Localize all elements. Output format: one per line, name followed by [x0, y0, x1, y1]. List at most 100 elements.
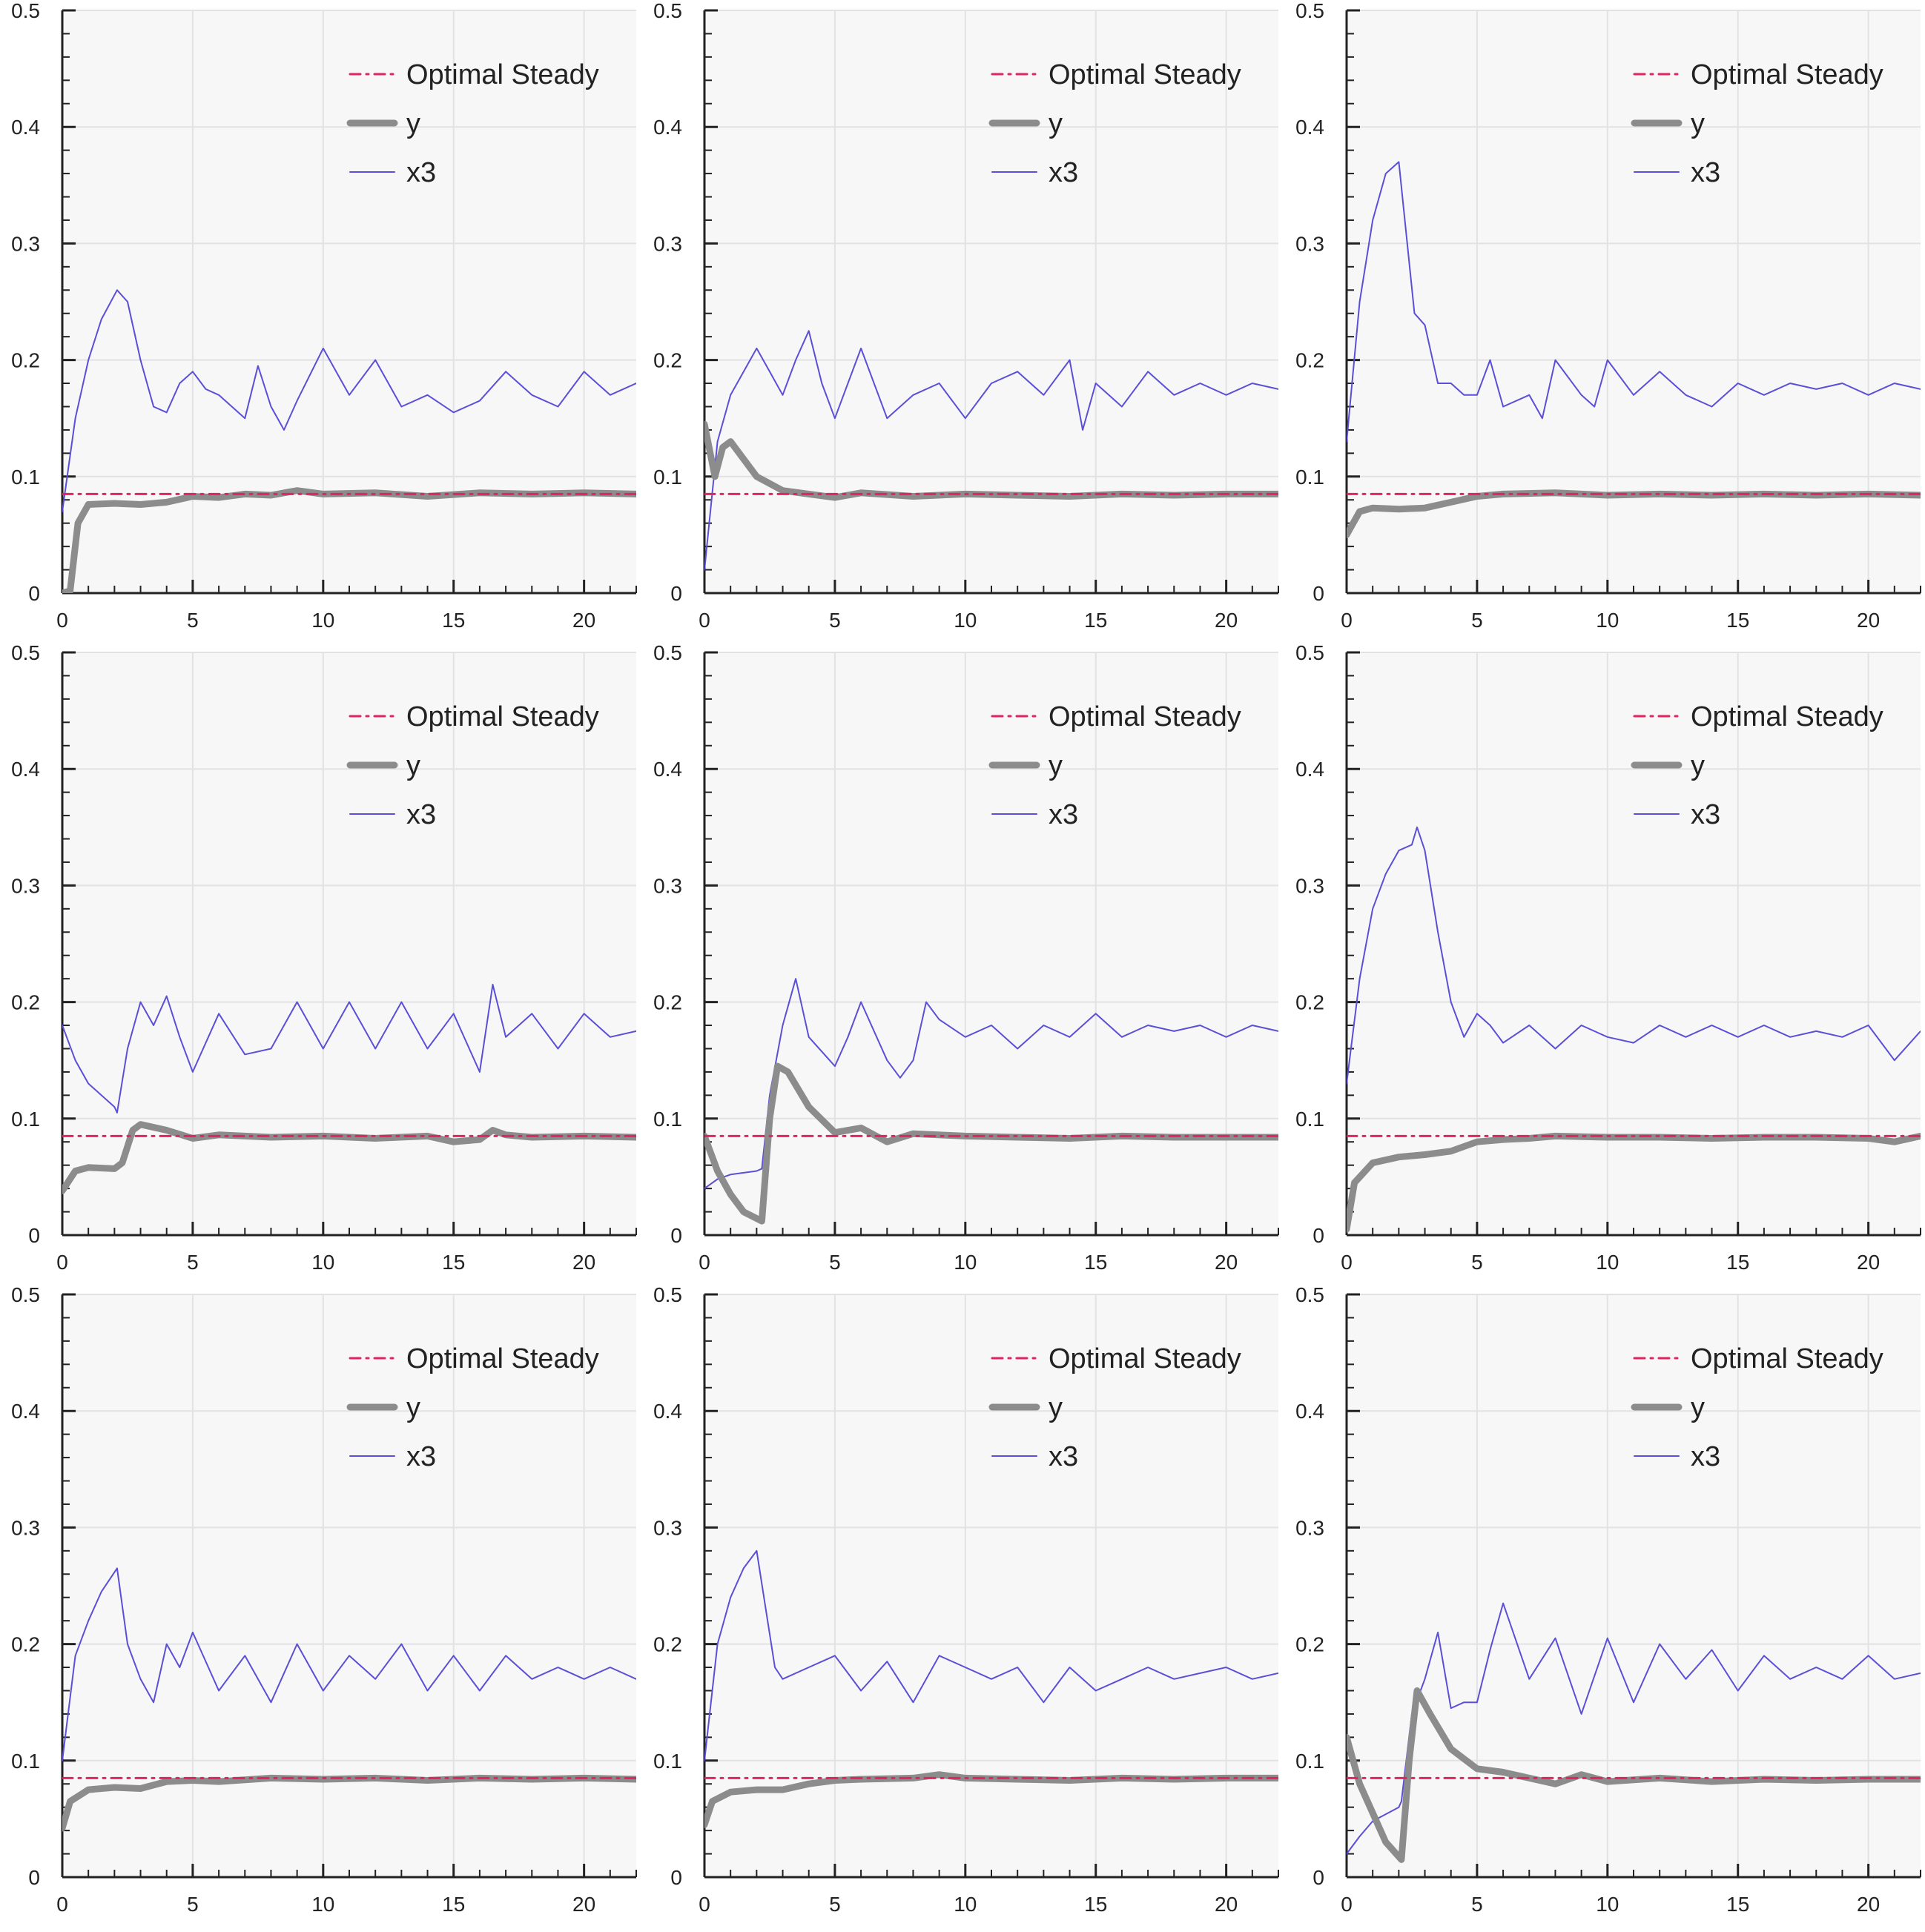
- y-tick-label: 0.3: [11, 1516, 40, 1539]
- chart-panel-9: 0 5 10 15 20 0 0.1 0.2 0.3 0.4 0.5 Optimal Steady y x…: [1284, 1283, 1925, 1928]
- legend-label-y: y: [1691, 750, 1705, 781]
- legend-label-y: y: [1049, 108, 1063, 139]
- x-tick-label: 15: [442, 1893, 465, 1916]
- y-tick-label: 0.2: [1295, 349, 1324, 372]
- legend-label-x3: x3: [1691, 157, 1720, 188]
- x-tick-label: 10: [1596, 609, 1619, 632]
- series-line-x3: [704, 330, 1278, 571]
- y-tick-label: 0.4: [11, 116, 40, 139]
- series-line-y: [1347, 1687, 1921, 1863]
- x-tick-label: 20: [1215, 1893, 1238, 1916]
- x-tick-label: 0: [699, 1251, 710, 1274]
- y-tick-label: 0.3: [653, 874, 682, 897]
- y-tick-label: 0.5: [11, 0, 40, 22]
- x-tick-label: 10: [954, 1893, 977, 1916]
- chart-panel-7: 0 5 10 15 20 0 0.1 0.2 0.3 0.4 0.5 Optimal Steady y x…: [0, 1283, 644, 1928]
- plot-background: [1347, 652, 1921, 1235]
- chart-panel-2: 0 5 10 15 20 0 0.1 0.2 0.3 0.4 0.5 Optimal Steady y x…: [642, 0, 1286, 644]
- legend-label-y: y: [1049, 750, 1063, 781]
- x-tick-label: 10: [311, 1893, 334, 1916]
- y-tick-label: 0.5: [11, 641, 40, 664]
- x-tick-label: 15: [442, 1251, 465, 1274]
- series-line-y: [62, 1121, 636, 1194]
- y-tick-label: 0.5: [653, 641, 682, 664]
- y-tick-label: 0.3: [653, 232, 682, 255]
- legend-label-x3: x3: [1049, 157, 1078, 188]
- y-tick-label: 0.5: [653, 1283, 682, 1306]
- chart-svg-2: 0 5 10 15 20 0 0.1 0.2 0.3 0.4 0.5 Optimal Steady yx…: [653, 0, 1279, 632]
- plot-background: [62, 652, 636, 1235]
- series-line-x3: [62, 289, 636, 512]
- y-tick-label: 0.5: [653, 0, 682, 22]
- legend-label-y: y: [406, 750, 420, 781]
- legend-label-x3: x3: [406, 1441, 436, 1472]
- legend-label-x3: x3: [406, 799, 436, 830]
- y-tick-label: 0.3: [1295, 232, 1324, 255]
- chart-svg-5: 0 5 10 15 20 0 0.1 0.2 0.3 0.4 0.5 Optimal Steady yx…: [653, 641, 1279, 1274]
- y-tick-label: 0.4: [11, 1400, 40, 1423]
- y-tick-label: 0: [1312, 1224, 1324, 1247]
- legend-label-optimal-steady: Optimal Steady: [1049, 701, 1241, 732]
- series-line-x3: [1347, 161, 1921, 443]
- legend-label-y: y: [406, 108, 420, 139]
- x-tick-label: 0: [56, 1251, 68, 1274]
- plot-background: [704, 652, 1278, 1235]
- legend-label-optimal-steady: Optimal Steady: [1049, 59, 1241, 90]
- x-tick-label: 10: [311, 1251, 334, 1274]
- x-tick-label: 0: [1341, 609, 1353, 632]
- chart-svg-1: 0 5 10 15 20 0 0.1 0.2 0.3 0.4 0.5 Optimal Steady yx…: [11, 0, 637, 632]
- legend-label-optimal-steady: Optimal Steady: [406, 701, 599, 732]
- y-tick-label: 0: [28, 1866, 40, 1889]
- legend-label-optimal-steady: Optimal Steady: [1691, 59, 1883, 90]
- y-tick-label: 0.4: [653, 758, 682, 781]
- y-tick-label: 0: [670, 1224, 682, 1247]
- x-tick-label: 0: [56, 1893, 68, 1916]
- legend-label-optimal-steady: Optimal Steady: [406, 1343, 599, 1374]
- legend-label-x3: x3: [1049, 799, 1078, 830]
- y-tick-label: 0.1: [653, 1750, 682, 1773]
- legend-label-optimal-steady: Optimal Steady: [406, 59, 599, 90]
- x-tick-label: 20: [572, 1251, 595, 1274]
- y-tick-label: 0: [1312, 1866, 1324, 1889]
- y-tick-label: 0.4: [653, 1400, 682, 1423]
- y-tick-label: 0.2: [11, 991, 40, 1014]
- x-tick-label: 10: [1596, 1251, 1619, 1274]
- y-tick-label: 0: [670, 582, 682, 605]
- x-tick-label: 20: [1857, 609, 1880, 632]
- legend-label-x3: x3: [1691, 1441, 1720, 1472]
- y-tick-label: 0: [1312, 582, 1324, 605]
- legend-label-x3: x3: [1049, 1441, 1078, 1472]
- x-tick-label: 5: [829, 609, 841, 632]
- x-tick-label: 5: [1471, 1893, 1483, 1916]
- x-tick-label: 20: [1857, 1893, 1880, 1916]
- y-tick-label: 0.5: [1295, 0, 1324, 22]
- x-tick-label: 5: [187, 1893, 199, 1916]
- x-tick-label: 10: [954, 609, 977, 632]
- x-tick-label: 0: [699, 609, 710, 632]
- x-tick-label: 15: [1084, 1251, 1107, 1274]
- legend-label-y: y: [1691, 108, 1705, 139]
- series-line-x3: [704, 1549, 1278, 1761]
- legend-label-optimal-steady: Optimal Steady: [1049, 1343, 1241, 1374]
- x-tick-label: 5: [187, 609, 199, 632]
- y-tick-label: 0.2: [1295, 991, 1324, 1014]
- x-tick-label: 20: [1857, 1251, 1880, 1274]
- legend-label-y: y: [406, 1392, 420, 1423]
- x-tick-label: 0: [1341, 1251, 1353, 1274]
- legend-label-y: y: [1691, 1392, 1705, 1423]
- chart-svg-7: 0 5 10 15 20 0 0.1 0.2 0.3 0.4 0.5 Optimal Steady yx…: [11, 1283, 637, 1916]
- y-tick-label: 0.1: [11, 466, 40, 489]
- y-tick-label: 0.2: [1295, 1633, 1324, 1656]
- x-tick-label: 5: [829, 1893, 841, 1916]
- y-tick-label: 0.4: [653, 116, 682, 139]
- y-tick-label: 0.3: [11, 232, 40, 255]
- x-tick-label: 20: [1215, 1251, 1238, 1274]
- x-tick-label: 5: [829, 1251, 841, 1274]
- legend-label-x3: x3: [406, 157, 436, 188]
- x-tick-label: 5: [1471, 609, 1483, 632]
- chart-panel-1: 0 5 10 15 20 0 0.1 0.2 0.3 0.4 0.5 Optimal Steady y x…: [0, 0, 644, 644]
- chart-svg-8: 0 5 10 15 20 0 0.1 0.2 0.3 0.4 0.5 Optimal Steady yx…: [653, 1283, 1279, 1916]
- x-tick-label: 0: [1341, 1893, 1353, 1916]
- x-tick-label: 20: [572, 1893, 595, 1916]
- plot-background: [704, 10, 1278, 593]
